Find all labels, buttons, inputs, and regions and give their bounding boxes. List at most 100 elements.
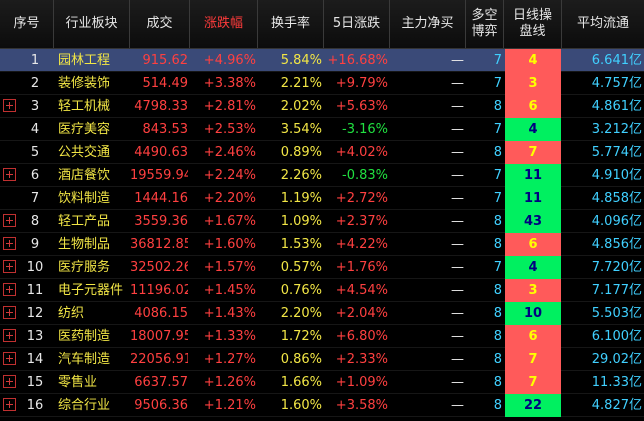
row-turnover: 2.21% [280,76,322,91]
col-daily-signal[interactable]: 日线操 盘线 [504,0,562,48]
expand-plus-icon[interactable] [3,329,16,342]
row-main-net-buy: — [451,145,464,160]
expand-plus-icon[interactable] [3,352,16,365]
row-change: +2.20% [203,191,256,206]
row-volume: 3559.36 [134,214,188,229]
row-main-net-buy: — [451,260,464,275]
row-daily-signal-badge: 6 [505,95,561,118]
table-row[interactable]: 7 饮料制造 1444.16 +2.20% 1.19% +2.72% —7 11 4.858亿 [0,187,644,210]
col-index[interactable]: 序号 [0,0,54,48]
row-sector-name: 电子元器件 [58,283,124,298]
row-change: +1.21% [203,398,256,413]
row-index: 8 [30,214,40,229]
col-main-net-buy[interactable]: 主力净买 [390,0,466,48]
expand-plus-icon[interactable] [3,214,16,227]
row-turnover: 0.86% [280,352,322,367]
row-daily-signal-badge: 3 [505,72,561,95]
table-row[interactable]: 1 园林工程 915.62 +4.96% 5.84% +16.68% — 7 4 6.641亿 [0,49,644,72]
col-avg-float[interactable]: 平均流通 [576,16,629,31]
table-row[interactable]: 12 纺织 4086.15 +1.43% 2.20% +2.04% — 8 10 5.503亿 [0,302,644,325]
table-row[interactable]: 5 公共交通 4490.63 +2.46% 0.89% +4.02% — 8 7 5.774亿 [0,141,644,164]
col-volume[interactable]: 成交 [130,0,190,48]
row-turnover: 1.66% [280,375,322,390]
row-main-net-buy: — [451,76,464,91]
col-sector[interactable]: 行业板块 [54,0,130,48]
row-5day-change: +6.80% [335,329,388,344]
table-row[interactable]: 2 装修装饰 514.49 +3.38% 2.21% +9.79% — 7 3 4.757亿 [0,72,644,95]
row-volume: 4490.63 [134,145,188,160]
row-volume: 6637.57 [134,375,188,390]
row-avg-float: 29.02亿 [591,352,642,367]
row-avg-float: 4.827亿 [591,398,642,413]
row-5day-change: +2.72% [335,191,388,206]
expand-plus-icon[interactable] [3,306,16,319]
col-long-short[interactable]: 多空 博弈 [466,0,504,48]
row-long-short: 8 [493,237,502,252]
row-long-short: 8 [493,329,502,344]
table-row[interactable]: 3 轻工机械 4798.33 +2.81% 2.02% +5.63% — 8 6 4.861亿 [0,95,644,118]
expand-plus-icon[interactable] [3,237,16,250]
table-row[interactable]: 16 综合行业 9506.36 +1.21% 1.60% +3.58% — 8 22 4.827亿 [0,394,644,417]
row-daily-signal-badge: 4 [505,256,561,279]
row-turnover: 1.19% [280,191,322,206]
row-volume: 843.53 [142,122,189,137]
row-index: 6 [30,168,40,183]
table-row[interactable]: 4 医疗美容 843.53 +2.53% 3.54% -3.16% —7 4 3.212亿 [0,118,644,141]
table-row[interactable]: 13 医药制造 18007.95 +1.33% 1.72% +6.80% — 8 6 6.100亿 [0,325,644,348]
row-index: 11 [26,283,44,298]
expand-plus-icon[interactable] [3,168,16,181]
row-long-short: 8 [493,145,502,160]
row-sector-name: 综合行业 [58,398,111,413]
col-change-sorted[interactable]: 涨跌幅 [190,0,258,48]
row-volume: 22056.91 [130,352,188,367]
row-volume: 9506.36 [134,398,188,413]
col-5day-change[interactable]: 5日涨跌 [324,0,390,48]
expand-plus-icon[interactable] [3,283,16,296]
row-sector-name: 汽车制造 [58,352,111,367]
table-row[interactable]: 15 零售业 6637.57 +1.26% 1.66% +1.09% — 8 7 11.33亿 [0,371,644,394]
col-turnover[interactable]: 换手率 [258,0,324,48]
row-change: +1.57% [203,260,256,275]
row-turnover: 0.57% [280,260,322,275]
row-index: 4 [30,122,40,137]
row-turnover: 3.54% [280,122,322,137]
row-change: +1.27% [203,352,256,367]
row-turnover: 1.72% [280,329,322,344]
row-5day-change: -3.16% [342,122,388,137]
row-main-net-buy: — [451,375,464,390]
row-main-net-buy: — [451,398,464,413]
expand-plus-icon[interactable] [3,260,16,273]
row-daily-signal-badge: 4 [505,49,561,72]
row-long-short: 8 [493,306,502,321]
row-daily-signal-badge: 6 [505,325,561,348]
row-sector-name: 饮料制造 [58,191,111,206]
row-sector-name: 零售业 [58,375,98,390]
row-long-short: 8 [493,214,502,229]
expand-plus-icon[interactable] [3,398,16,411]
row-turnover: 1.60% [280,398,322,413]
row-sector-name: 公共交通 [58,145,111,160]
row-change: +1.26% [203,375,256,390]
table-row[interactable]: 14 汽车制造 22056.91 +1.27% 0.86% +2.33% — 8 7 29.02亿 [0,348,644,371]
expand-plus-icon[interactable] [3,375,16,388]
row-change: +1.60% [203,237,256,252]
row-daily-signal-badge: 7 [505,141,561,164]
row-turnover: 2.02% [280,99,322,114]
row-index: 10 [26,260,44,275]
table-row[interactable]: 6 酒店餐饮 19559.94 +2.24% 2.26% -0.83% — 7 11 4.910亿 [0,164,644,187]
row-avg-float: 4.910亿 [591,168,642,183]
row-main-net-buy: — [451,99,464,114]
table-row[interactable]: 9 生物制品 36812.85 +1.60% 1.53% +4.22% — 8 6 4.856亿 [0,233,644,256]
row-sector-name: 轻工机械 [58,99,111,114]
table-row[interactable]: 11 电子元器件 11196.02 +1.45% 0.76% +4.54% — 8 3 7.177… [0,279,644,302]
row-sector-name: 酒店餐饮 [58,168,111,183]
row-avg-float: 4.861亿 [591,99,642,114]
row-volume: 36812.85 [130,237,188,252]
row-turnover: 2.26% [280,168,322,183]
row-change: +2.53% [203,122,256,137]
expand-plus-icon[interactable] [3,99,16,112]
table-row[interactable]: 8 轻工产品 3559.36 +1.67% 1.09% +2.37% —8 43 4.096亿 [0,210,644,233]
row-index: 14 [26,352,44,367]
table-row[interactable]: 10 医疗服务 32502.26 +1.57% 0.57% +1.76% — 7 4 7.720亿 [0,256,644,279]
